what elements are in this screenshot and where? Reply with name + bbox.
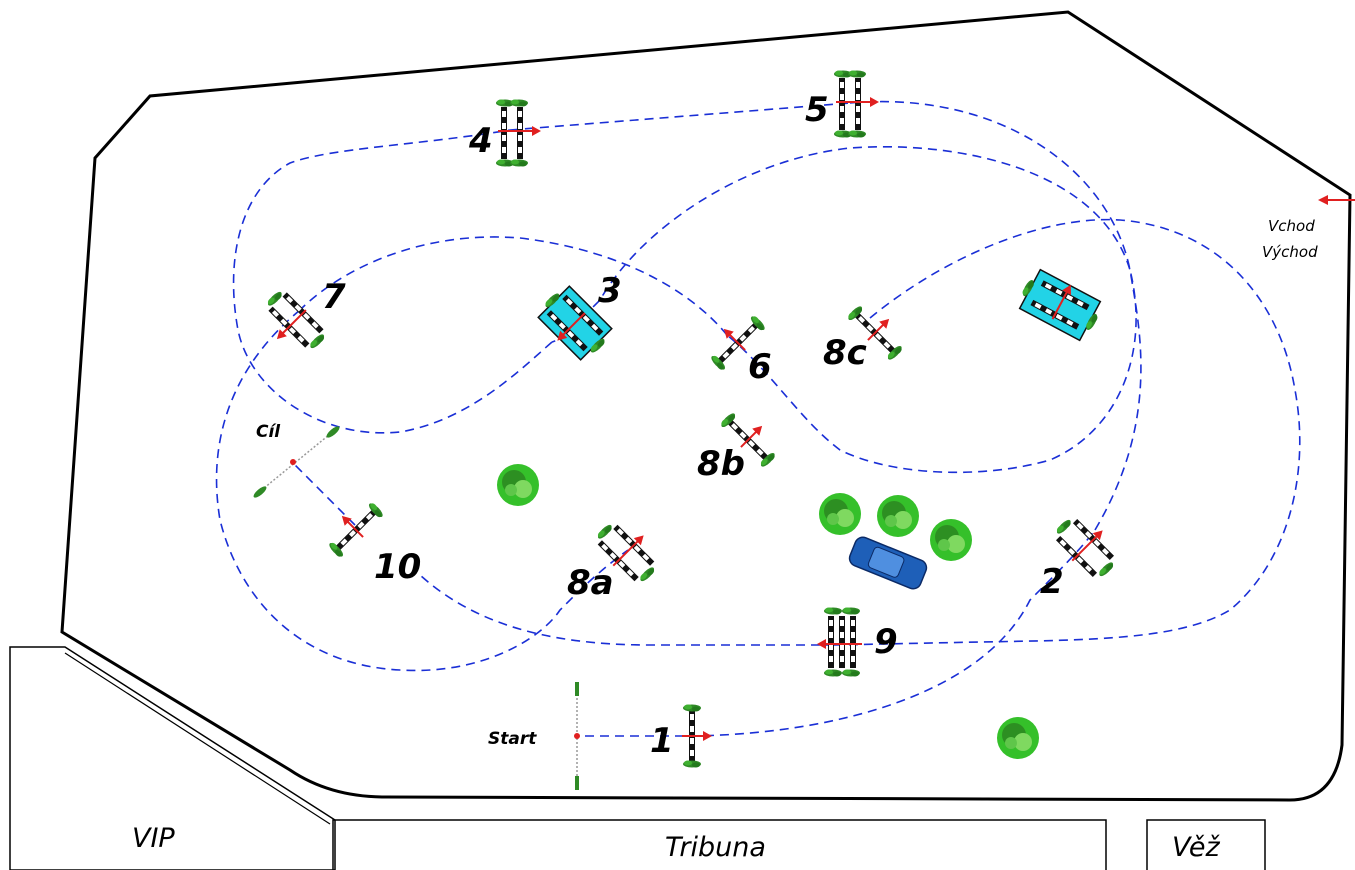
car-icon xyxy=(848,536,928,590)
tribune-label: Tribuna xyxy=(665,832,766,863)
obstacle-8a xyxy=(595,522,657,584)
obstacle-3 xyxy=(537,285,613,361)
obstacle-label-9: 9 xyxy=(874,622,898,662)
obstacle-label-6: 6 xyxy=(748,347,772,387)
obstacle-1 xyxy=(682,704,712,768)
obstacle-label-8c: 8c xyxy=(823,333,867,373)
route-5-6 xyxy=(726,100,1137,474)
entrance-label: Vchod xyxy=(1268,217,1315,235)
route-start-1-2-3 xyxy=(585,529,1096,737)
vip-building xyxy=(9,646,336,870)
obstacle-label-1: 1 xyxy=(650,721,674,761)
route-3-4 xyxy=(232,129,553,434)
start-line xyxy=(574,682,580,790)
tower-building xyxy=(1146,819,1266,870)
obstacle-label-2: 2 xyxy=(1040,562,1064,602)
finish-label: Cíl xyxy=(256,422,281,442)
obstacle-9 xyxy=(817,607,862,677)
route-4-5 xyxy=(509,102,851,131)
obstacle-label-7: 7 xyxy=(322,277,346,317)
obstacle-8c xyxy=(846,304,904,362)
obstacle-10 xyxy=(327,501,385,559)
obstacle-7 xyxy=(265,289,327,351)
tower-label: Věž xyxy=(1172,832,1220,863)
obstacle-6 xyxy=(709,314,767,372)
obstacle-water-right xyxy=(1018,268,1102,342)
finish-line xyxy=(253,426,340,498)
obstacle-5 xyxy=(834,70,879,138)
route-9-10 xyxy=(419,574,835,646)
tree-icon xyxy=(930,519,972,561)
tree-icon xyxy=(997,717,1039,759)
tree-icon xyxy=(819,493,861,535)
vip-label: VIP xyxy=(132,823,175,854)
start-label: Start xyxy=(488,729,537,749)
obstacle-label-3: 3 xyxy=(598,271,622,311)
arena-boundary xyxy=(60,10,1352,802)
tribune-building xyxy=(332,819,1107,870)
obstacle-2 xyxy=(1054,517,1116,579)
tree-icon xyxy=(877,495,919,537)
route-2-loop xyxy=(551,145,1142,531)
obstacle-label-8a: 8a xyxy=(567,563,614,603)
route-6-7 xyxy=(299,236,728,336)
exit-label: Východ xyxy=(1262,243,1318,261)
tree-icon xyxy=(497,464,539,506)
entrance-arrow xyxy=(1318,195,1355,205)
obstacle-8b xyxy=(719,411,777,469)
vip-inner-wall xyxy=(64,652,331,825)
obstacle-label-4: 4 xyxy=(468,121,493,161)
obstacle-label-10: 10 xyxy=(374,547,421,587)
obstacle-4 xyxy=(496,99,541,167)
obstacle-label-5: 5 xyxy=(805,90,829,130)
route-7-8a xyxy=(215,309,629,672)
obstacle-label-8b: 8b xyxy=(697,444,745,484)
